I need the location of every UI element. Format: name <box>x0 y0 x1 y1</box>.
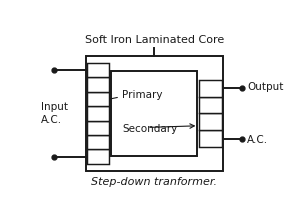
Bar <box>110 72 197 156</box>
Text: Soft Iron Laminated Core: Soft Iron Laminated Core <box>85 35 224 45</box>
Bar <box>87 135 109 149</box>
Text: A.C.: A.C. <box>41 115 62 125</box>
Bar <box>87 121 109 135</box>
Bar <box>87 77 109 92</box>
Bar <box>87 149 109 164</box>
Text: Primary: Primary <box>122 90 163 100</box>
Text: Output: Output <box>247 82 283 92</box>
Bar <box>87 63 109 77</box>
Bar <box>86 56 223 170</box>
Bar <box>87 92 109 106</box>
Bar <box>199 80 222 97</box>
Text: Step-down tranformer.: Step-down tranformer. <box>91 177 218 187</box>
Bar <box>87 106 109 121</box>
Text: Input: Input <box>41 102 68 112</box>
Text: Secondary: Secondary <box>122 124 178 134</box>
Bar <box>199 113 222 130</box>
Bar <box>199 130 222 147</box>
Bar <box>199 97 222 113</box>
Text: A.C.: A.C. <box>247 135 268 145</box>
